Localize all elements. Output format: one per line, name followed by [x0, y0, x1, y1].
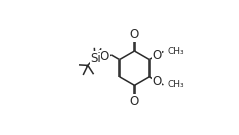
Text: O: O — [152, 49, 161, 62]
Text: O: O — [130, 28, 139, 41]
Text: O: O — [100, 50, 109, 63]
Text: O: O — [130, 95, 139, 108]
Text: Si: Si — [90, 52, 101, 65]
Text: CH₃: CH₃ — [167, 80, 184, 89]
Text: CH₃: CH₃ — [167, 47, 184, 56]
Text: O: O — [152, 75, 161, 87]
